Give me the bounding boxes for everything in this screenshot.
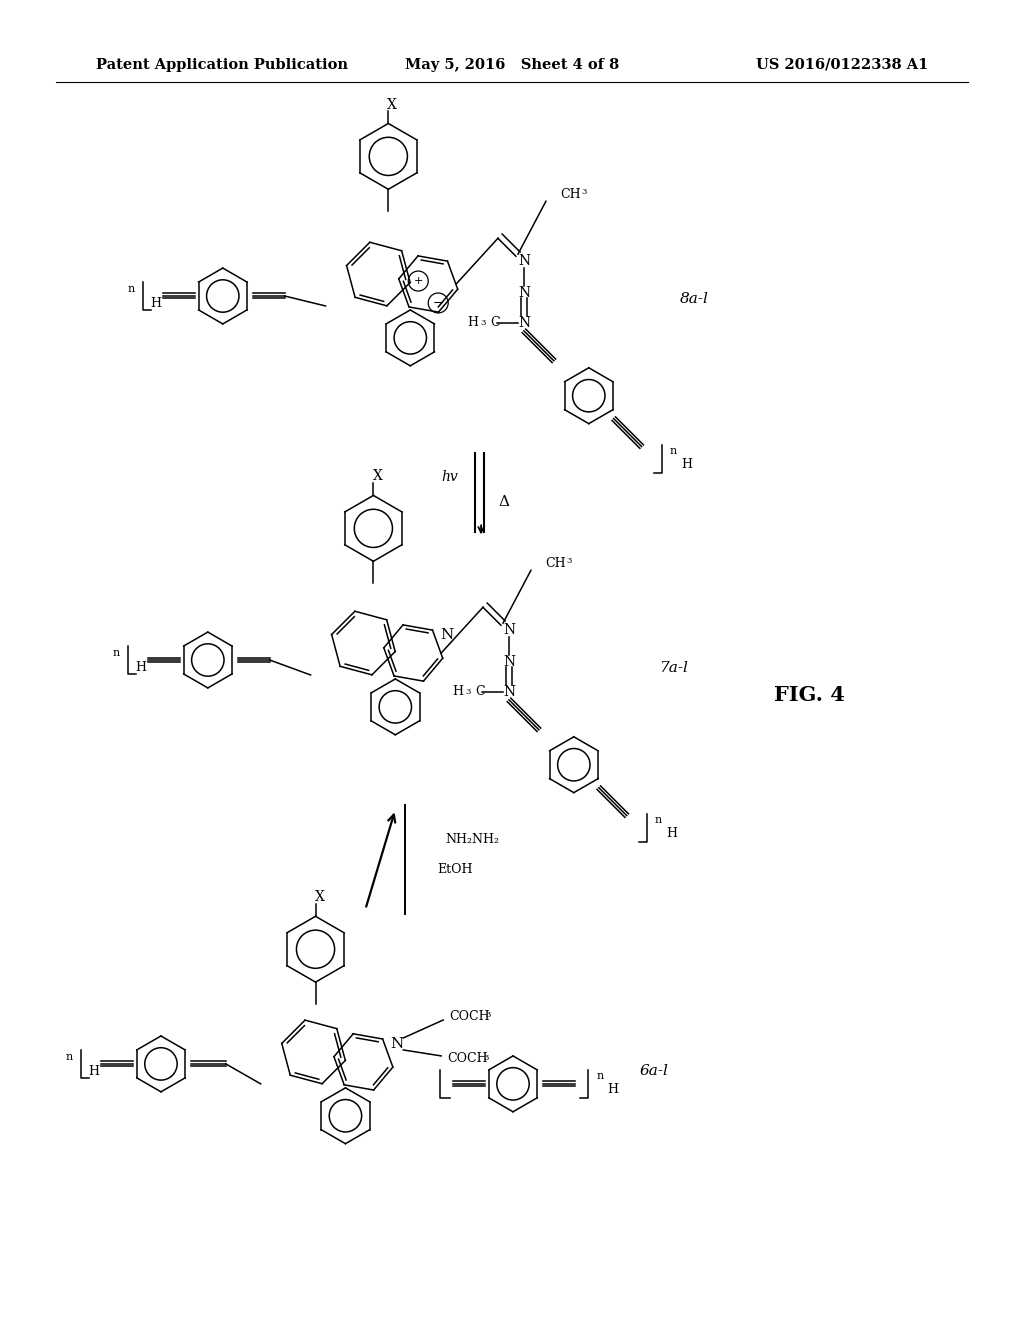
Text: CH: CH bbox=[560, 187, 581, 201]
Text: 3: 3 bbox=[485, 1011, 490, 1019]
Text: 3: 3 bbox=[480, 319, 485, 327]
Text: H: H bbox=[667, 828, 678, 840]
Text: 3: 3 bbox=[567, 557, 572, 565]
Text: N: N bbox=[391, 1038, 403, 1051]
Text: N: N bbox=[518, 253, 530, 268]
Text: US 2016/0122338 A1: US 2016/0122338 A1 bbox=[757, 58, 929, 71]
Text: H: H bbox=[135, 661, 146, 675]
Text: May 5, 2016   Sheet 4 of 8: May 5, 2016 Sheet 4 of 8 bbox=[404, 58, 620, 71]
Text: X: X bbox=[314, 891, 325, 904]
Text: N: N bbox=[503, 685, 515, 698]
Text: 8a-l: 8a-l bbox=[680, 292, 709, 306]
Text: N: N bbox=[518, 315, 530, 330]
Text: C: C bbox=[490, 317, 500, 330]
Text: H: H bbox=[151, 297, 162, 310]
Text: H: H bbox=[682, 458, 692, 471]
Text: Patent Application Publication: Patent Application Publication bbox=[96, 58, 348, 71]
Text: −: − bbox=[433, 297, 443, 309]
Text: 3: 3 bbox=[582, 189, 587, 197]
Text: Δ: Δ bbox=[498, 495, 509, 510]
Text: N: N bbox=[503, 655, 515, 669]
Text: 3: 3 bbox=[465, 688, 470, 696]
Text: H: H bbox=[453, 685, 463, 698]
Text: n: n bbox=[113, 648, 120, 657]
Text: 3: 3 bbox=[483, 1053, 488, 1061]
Text: H: H bbox=[89, 1065, 99, 1078]
Text: hv: hv bbox=[441, 470, 458, 484]
Text: N: N bbox=[518, 286, 530, 300]
Text: n: n bbox=[66, 1052, 73, 1061]
Text: n: n bbox=[670, 446, 677, 455]
Text: EtOH: EtOH bbox=[437, 863, 473, 876]
Text: COCH: COCH bbox=[450, 1010, 489, 1023]
Text: H: H bbox=[467, 317, 478, 330]
Text: NH₂NH₂: NH₂NH₂ bbox=[445, 833, 499, 846]
Text: N: N bbox=[503, 623, 515, 638]
Text: C: C bbox=[475, 685, 484, 698]
Text: X: X bbox=[373, 470, 382, 483]
Text: COCH: COCH bbox=[447, 1052, 487, 1065]
Text: n: n bbox=[655, 814, 663, 825]
Text: n: n bbox=[127, 284, 135, 294]
Text: 7a-l: 7a-l bbox=[659, 661, 688, 675]
Text: n: n bbox=[596, 1071, 603, 1081]
Text: 6a-l: 6a-l bbox=[640, 1064, 669, 1078]
Text: +: + bbox=[414, 276, 423, 286]
Text: FIG. 4: FIG. 4 bbox=[774, 685, 845, 705]
Text: X: X bbox=[387, 98, 397, 111]
Text: N: N bbox=[440, 628, 454, 642]
Text: H: H bbox=[607, 1084, 618, 1097]
Text: CH: CH bbox=[545, 557, 565, 570]
